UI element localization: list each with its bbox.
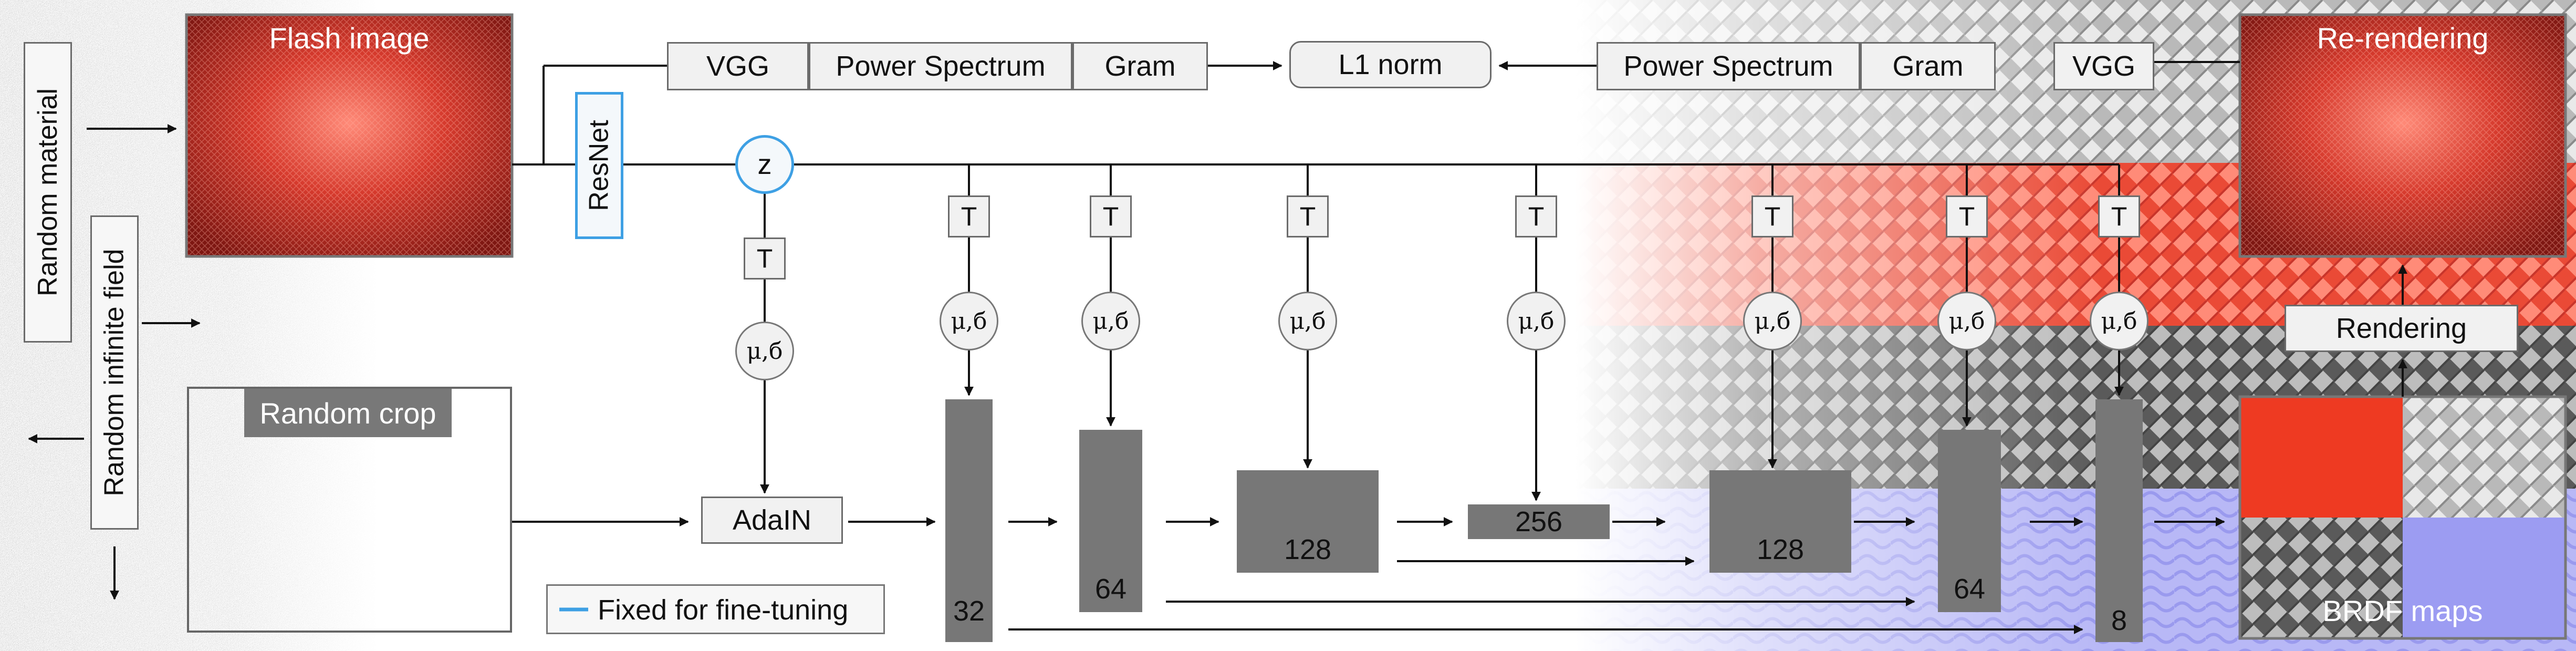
feature-map-6 xyxy=(1938,430,2001,612)
re-rendering-title: Re-rendering xyxy=(2317,22,2489,55)
power-spectrum-right: Power Spectrum xyxy=(1597,42,1860,90)
mu-sigma-2: μ,б xyxy=(1081,292,1140,350)
random-material-label: Random material xyxy=(24,42,72,343)
t-block-7: T xyxy=(2098,195,2140,237)
resnet-label: ResNet xyxy=(584,120,614,211)
feature-map-2 xyxy=(1079,430,1142,612)
mu-sigma-4: μ,б xyxy=(1507,292,1566,350)
feature-map-7 xyxy=(2095,399,2143,642)
feature-map-4 xyxy=(1468,504,1610,539)
gram-left: Gram xyxy=(1072,42,1208,90)
mu-sigma-5: μ,б xyxy=(1743,292,1802,350)
vgg-left: VGG xyxy=(667,42,809,90)
latent-z-node: z xyxy=(735,135,794,194)
mu-sigma-7: μ,б xyxy=(2090,292,2149,350)
adain-block: AdaIN xyxy=(701,497,843,544)
resnet-block: ResNet xyxy=(575,92,623,239)
t-block-adain: T xyxy=(744,237,786,280)
feature-map-1-label: 32 xyxy=(953,595,985,627)
feature-map-3-label: 128 xyxy=(1284,534,1332,565)
t-block-5: T xyxy=(1751,195,1793,237)
t-block-6: T xyxy=(1946,195,1988,237)
random-crop-label: Random crop xyxy=(244,389,452,437)
rendering-block: Rendering xyxy=(2285,305,2518,352)
feature-map-4-label: 256 xyxy=(1515,506,1563,538)
legend-text: Fixed for fine-tuning xyxy=(598,594,849,626)
feature-map-6-label: 64 xyxy=(1953,573,1986,605)
random-infinite-field-label: Random infinite field xyxy=(90,215,139,530)
flash-image-title: Flash image xyxy=(269,22,430,55)
t-block-1: T xyxy=(948,195,990,237)
feature-map-1 xyxy=(945,399,993,642)
brdf-maps-label: BRDF maps xyxy=(2322,594,2483,627)
l1-norm: L1 norm xyxy=(1289,41,1492,88)
legend-fixed-for-fine-tuning xyxy=(546,584,885,634)
feature-map-2-label: 64 xyxy=(1094,573,1127,605)
feature-map-5 xyxy=(1709,470,1851,573)
feature-map-7-label: 8 xyxy=(2111,605,2127,636)
mu-sigma-1: μ,б xyxy=(940,292,998,350)
mu-sigma-3: μ,б xyxy=(1278,292,1337,350)
mu-sigma-6: μ,б xyxy=(1937,292,1996,350)
gram-right: Gram xyxy=(1860,42,1996,90)
feature-map-3 xyxy=(1237,470,1379,573)
vgg-right: VGG xyxy=(2053,42,2154,90)
power-spectrum-left: Power Spectrum xyxy=(809,42,1072,90)
t-block-4: T xyxy=(1515,195,1557,237)
t-block-3: T xyxy=(1287,195,1329,237)
t-block-2: T xyxy=(1090,195,1132,237)
mu-sigma-adain: μ,б xyxy=(735,322,794,380)
feature-map-5-label: 128 xyxy=(1756,534,1805,565)
